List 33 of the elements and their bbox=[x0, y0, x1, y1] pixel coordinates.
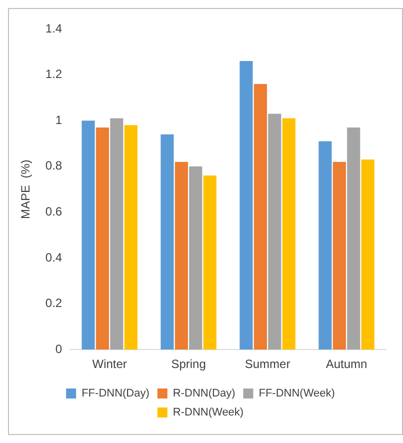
y-axis-title: MAPE (%) bbox=[18, 160, 33, 219]
bar bbox=[361, 160, 374, 350]
bar bbox=[189, 166, 202, 350]
y-tick-label: 1 bbox=[55, 112, 62, 127]
y-tick-label: 0.2 bbox=[45, 296, 62, 310]
bar bbox=[96, 127, 110, 350]
x-tick-label: Summer bbox=[244, 357, 290, 372]
bar bbox=[174, 162, 188, 350]
legend-label: FF-DNN(Day) bbox=[82, 388, 150, 400]
y-tick-label: 0 bbox=[55, 342, 62, 356]
bar bbox=[203, 176, 216, 350]
bar bbox=[124, 125, 138, 350]
bar bbox=[282, 118, 296, 350]
legend-label: R-DNN(Day) bbox=[172, 388, 236, 400]
x-tick-label: Autumn bbox=[326, 357, 368, 372]
y-tick-label: 1.4 bbox=[45, 21, 62, 36]
bar bbox=[347, 127, 360, 350]
x-tick-label: Winter bbox=[92, 357, 127, 372]
y-tick-label: 1.2 bbox=[45, 67, 62, 82]
y-tick-label: 0.6 bbox=[45, 204, 62, 219]
legend-label: FF-DNN(Week) bbox=[258, 388, 335, 400]
bar bbox=[268, 114, 282, 350]
bar bbox=[254, 84, 267, 350]
bar bbox=[318, 141, 332, 350]
x-tick-label: Spring bbox=[171, 357, 206, 372]
y-tick-label: 0.8 bbox=[45, 158, 62, 173]
bar bbox=[110, 118, 124, 350]
bar bbox=[82, 120, 95, 350]
bar bbox=[160, 134, 174, 350]
legend-label: R-DNN(Week) bbox=[172, 406, 244, 419]
bar bbox=[240, 61, 253, 350]
y-tick-label: 0.4 bbox=[45, 250, 62, 264]
bar bbox=[332, 162, 346, 350]
